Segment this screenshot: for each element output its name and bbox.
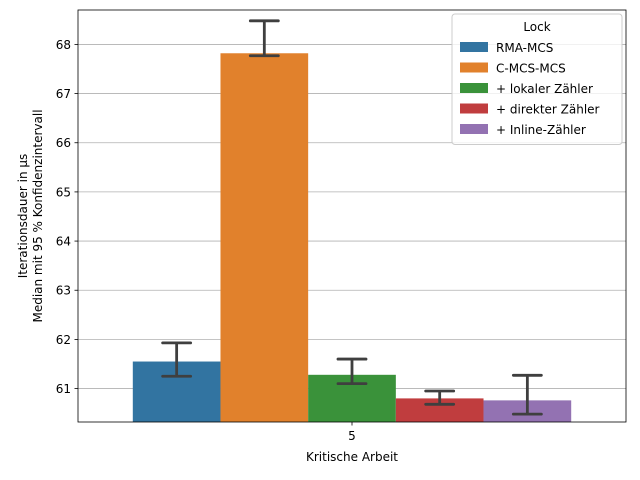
bar	[220, 53, 309, 422]
legend-swatch	[460, 83, 488, 93]
legend-swatch	[460, 62, 488, 73]
y-tick-label: 63	[56, 284, 71, 298]
x-axis: 5	[348, 422, 356, 443]
legend-label: + Inline-Zähler	[496, 123, 586, 137]
y-axis-label-line-2: Median mit 95 % Konfidenzintervall	[31, 109, 45, 322]
legend-swatch	[460, 124, 488, 134]
y-tick-label: 67	[56, 87, 71, 101]
legend-label: RMA-MCS	[496, 41, 553, 55]
y-tick-label: 68	[56, 38, 71, 52]
bars	[132, 53, 572, 422]
legend-label: C-MCS-MCS	[496, 62, 566, 76]
legend: Lock RMA-MCS C-MCS-MCS + lokaler Zähler + d…	[451, 13, 623, 145]
legend-swatch	[460, 42, 488, 52]
y-axis: 61 62 63 64 65 66 67 68	[56, 38, 78, 396]
legend-swatch	[460, 103, 488, 114]
y-tick-label: 61	[56, 382, 71, 396]
y-tick-label: 65	[56, 185, 71, 199]
bar	[395, 398, 484, 422]
y-tick-label: 62	[56, 333, 71, 347]
y-axis-label-line-1: Iterationsdauer in µs	[16, 154, 30, 279]
legend-title: Lock	[523, 20, 550, 34]
legend-label: + lokaler Zähler	[496, 82, 593, 96]
error-bars	[161, 19, 543, 416]
y-tick-label: 64	[56, 235, 71, 249]
x-axis-label: Kritische Arbeit	[306, 450, 398, 464]
legend-box	[451, 13, 623, 145]
legend-label: + direkter Zähler	[496, 103, 600, 117]
x-tick-label: 5	[348, 429, 356, 443]
y-tick-label: 66	[56, 136, 71, 150]
grid-lines	[78, 44, 626, 389]
